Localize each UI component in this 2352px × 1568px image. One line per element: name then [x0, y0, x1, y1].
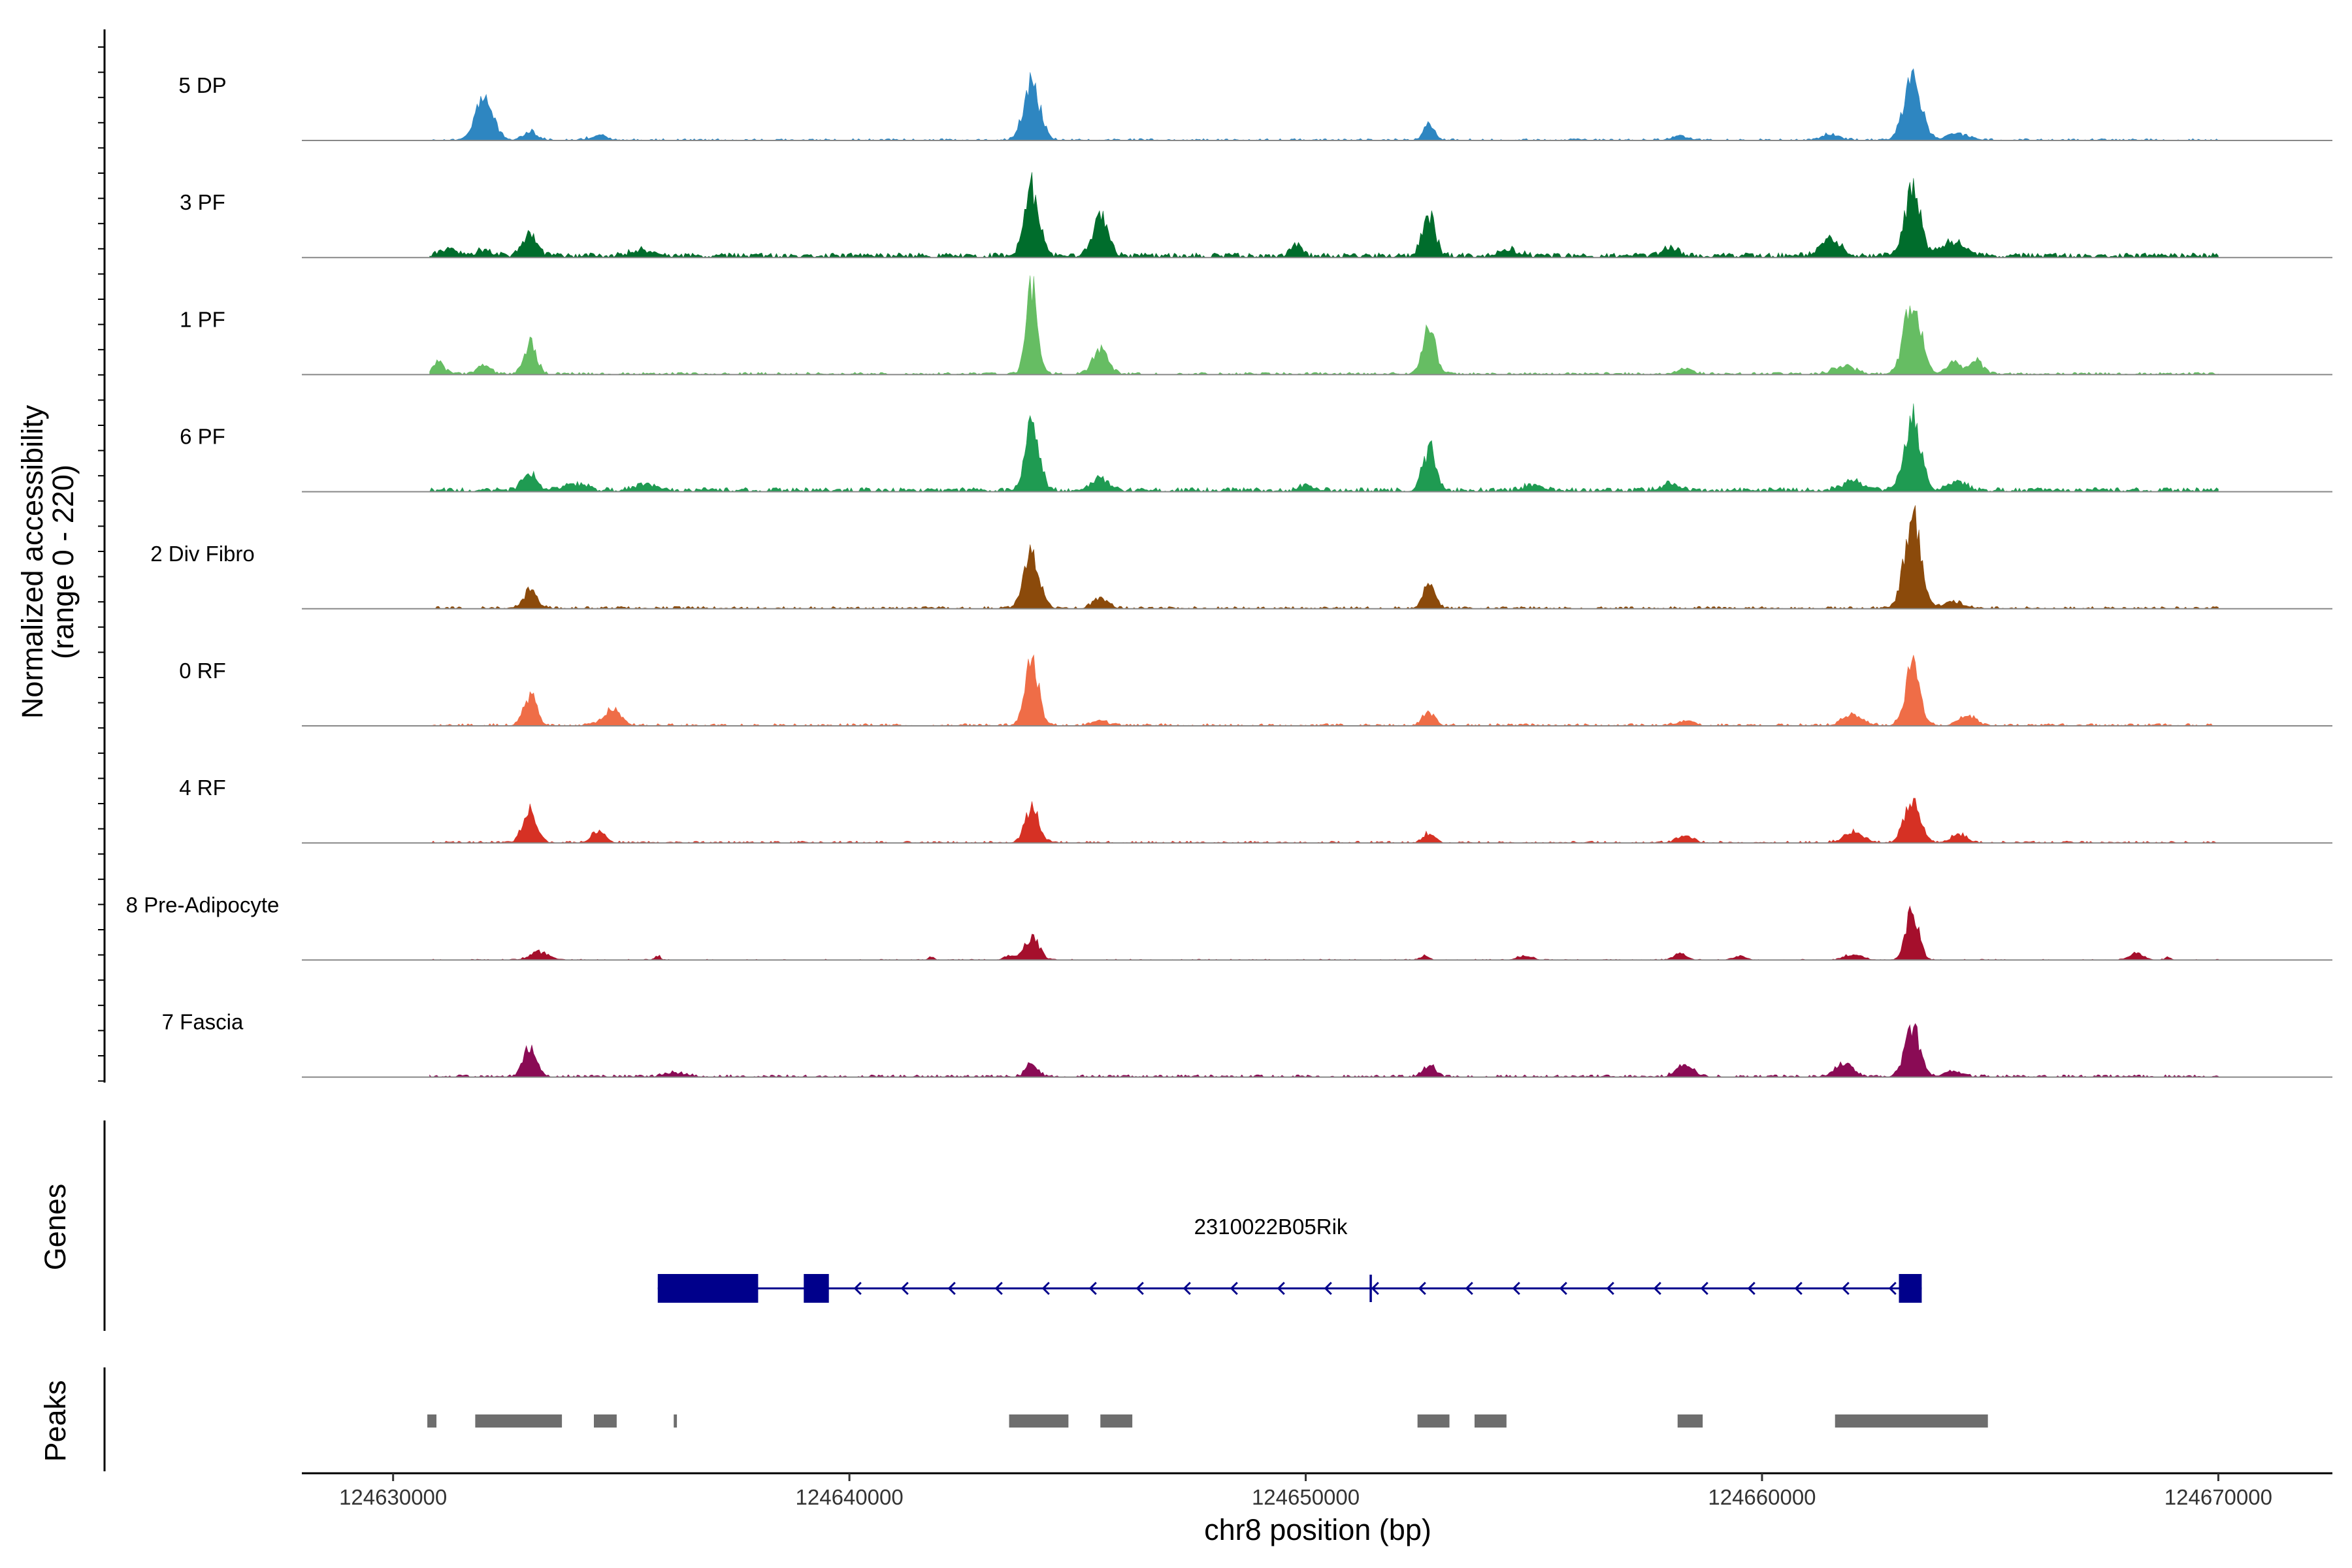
track-8-pre-adipocyte: 8 Pre-Adipocyte [126, 892, 2332, 961]
strand-arrow [947, 1281, 956, 1296]
y-axis-title-line1: Normalized accessibility [16, 404, 49, 719]
y-axis-title-line2: (range 0 - 220) [46, 465, 80, 659]
peak-region [475, 1414, 563, 1428]
gene-track-label: Genes [39, 1184, 72, 1271]
strand-arrow [1183, 1281, 1191, 1296]
coverage-area [429, 654, 2219, 727]
strand-arrow [1088, 1281, 1097, 1296]
strand-arrow [994, 1281, 1003, 1296]
track-label: 6 PF [180, 425, 225, 449]
strand-arrow [1653, 1281, 1661, 1296]
strand-arrow [1559, 1281, 1567, 1296]
strand-arrow [1465, 1281, 1473, 1296]
coverage-area [429, 172, 2219, 259]
strand-arrow [1700, 1281, 1708, 1296]
strand-arrow [1135, 1281, 1144, 1296]
track-label: 5 DP [178, 73, 226, 97]
gene-name-label: 2310022B05Rik [1194, 1215, 1348, 1239]
coverage-y-axis [98, 29, 106, 1083]
peak-region [427, 1414, 437, 1428]
strand-arrow [1230, 1281, 1238, 1296]
track-6-pf: 6 PF [180, 403, 2332, 493]
coverage-area [429, 798, 2219, 843]
gene-exon [1369, 1275, 1372, 1302]
track-4-rf: 4 RF [179, 776, 2332, 844]
track-label: 0 RF [179, 659, 226, 683]
coverage-area [429, 275, 2219, 375]
strand-arrow [1512, 1281, 1520, 1296]
peak-region [674, 1414, 678, 1428]
peak-region [1677, 1414, 1703, 1428]
track-5-dp: 5 DP [178, 68, 2332, 141]
strand-arrow [1841, 1281, 1850, 1296]
peaks-track [103, 1367, 1988, 1471]
strand-arrow [1277, 1281, 1285, 1296]
peak-region [1417, 1414, 1450, 1428]
x-tick-label: 124630000 [339, 1485, 447, 1509]
strand-arrow [1747, 1281, 1756, 1296]
track-label: 7 Fascia [162, 1010, 244, 1034]
x-tick-label: 124660000 [1708, 1485, 1816, 1509]
coverage-area [429, 403, 2219, 493]
strand-arrow [1606, 1281, 1614, 1296]
coverage-area [429, 1022, 2219, 1078]
strand-arrow [1324, 1281, 1332, 1296]
peak-region [1009, 1414, 1069, 1428]
coverage-tracks: 5 DP 3 PF 1 PF 6 PF 2 Div Fibro 0 RF 4 RF 8 Pre… [126, 68, 2332, 1078]
gene-exon [804, 1274, 829, 1303]
peak-region [1100, 1414, 1133, 1428]
x-axis-title: chr8 position (bp) [1204, 1513, 1431, 1546]
peak-region [593, 1414, 617, 1428]
peaks-track-label: Peaks [39, 1380, 72, 1462]
gene-track [103, 1120, 1922, 1331]
gene-exon [657, 1274, 759, 1303]
peak-region [1474, 1414, 1507, 1428]
strand-arrow [900, 1281, 909, 1296]
coverage-area [429, 68, 2219, 141]
coverage-area [429, 505, 2219, 610]
track-7-fascia: 7 Fascia [162, 1010, 2332, 1078]
track-label: 3 PF [180, 190, 225, 214]
x-tick-label: 124640000 [796, 1485, 904, 1509]
strand-arrow [1888, 1281, 1897, 1296]
track-2-div-fibro: 2 Div Fibro [150, 505, 2332, 610]
gene-exon [1899, 1274, 1922, 1303]
strand-arrow [1041, 1281, 1050, 1296]
x-axis: 124630000 124640000 124650000 124660000 1246… [302, 1472, 2332, 1509]
strand-arrow [1418, 1281, 1426, 1296]
strand-arrow [853, 1281, 862, 1296]
x-tick-label: 124650000 [1252, 1485, 1360, 1509]
track-label: 1 PF [180, 307, 225, 331]
track-1-pf: 1 PF [180, 275, 2332, 376]
track-3-pf: 3 PF [180, 172, 2332, 259]
track-label: 4 RF [179, 776, 226, 800]
strand-arrow [1794, 1281, 1803, 1296]
strand-arrow [1371, 1281, 1379, 1296]
track-label: 2 Div Fibro [150, 542, 255, 566]
coverage-area [429, 905, 2219, 960]
track-label: 8 Pre-Adipocyte [126, 892, 280, 917]
track-0-rf: 0 RF [179, 654, 2332, 727]
x-tick-label: 124670000 [2164, 1485, 2272, 1509]
peak-region [1835, 1414, 1988, 1428]
